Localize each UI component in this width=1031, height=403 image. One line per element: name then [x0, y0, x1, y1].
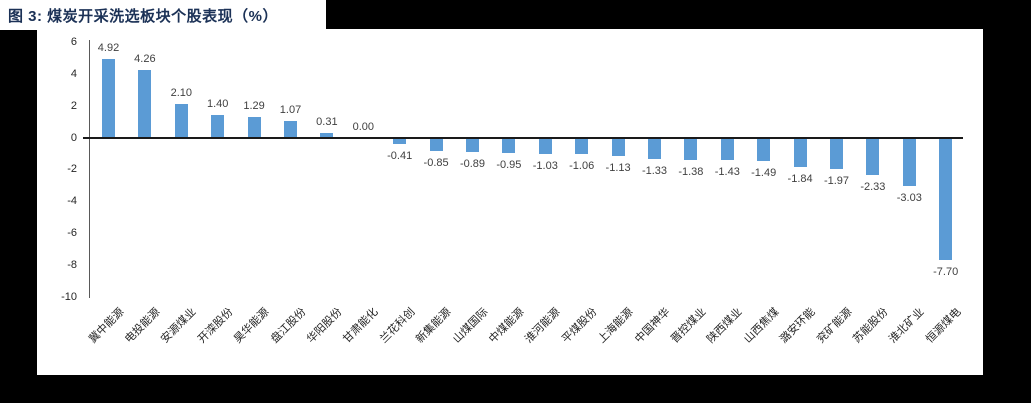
value-label: -7.70	[933, 266, 959, 279]
bar	[466, 137, 479, 152]
y-tick-label: 4	[70, 67, 77, 80]
category-label: 兖矿能源	[814, 306, 854, 346]
bar	[502, 137, 516, 153]
figure-title: 图 3: 煤炭开采洗选板块个股表现（%）	[8, 7, 279, 25]
y-tick-label: -10	[61, 290, 77, 303]
value-label: 1.07	[279, 103, 302, 116]
bar	[393, 137, 407, 145]
figure-title-strip: 图 3: 煤炭开采洗选板块个股表现（%）	[0, 0, 326, 30]
bar	[320, 132, 334, 138]
category-label: 安源煤业	[159, 306, 199, 346]
category-label: 恒源煤电	[923, 306, 964, 346]
bar	[174, 104, 188, 138]
category-label: 淮北矿业	[887, 306, 927, 346]
value-label: 4.92	[97, 42, 120, 55]
category-label: 陕西煤业	[705, 306, 745, 346]
bar	[575, 137, 589, 155]
category-label: 淮河能源	[523, 306, 563, 346]
value-label: -1.33	[641, 164, 668, 177]
y-tick-label: -4	[67, 195, 77, 208]
bar	[611, 137, 625, 156]
category-label: 山煤国际	[450, 306, 490, 346]
bar	[684, 137, 698, 160]
value-label: -1.06	[569, 160, 595, 173]
y-tick-label: 2	[70, 99, 77, 112]
value-label: -0.41	[387, 150, 413, 163]
category-label: 晋控煤业	[668, 306, 709, 346]
bar	[247, 117, 261, 138]
bar	[757, 137, 771, 162]
category-label: 苏能股份	[850, 306, 891, 346]
category-label: 山西焦煤	[741, 306, 782, 346]
category-label: 开滦股份	[195, 306, 236, 346]
category-label: 上海能源	[595, 306, 636, 346]
category-label: 中国神华	[632, 306, 672, 346]
bar	[902, 137, 916, 186]
value-label: 2.10	[170, 87, 192, 100]
y-axis-line	[89, 40, 90, 298]
bar-chart-panel: 6 4 2 0 -2 -4 -6 -8 -10 4.92 4.26 2.10 1.40 1.29 1.07 0…	[37, 29, 983, 375]
bar	[429, 137, 443, 152]
value-label: 1.40	[206, 98, 229, 111]
category-label: 潞安环能	[777, 306, 818, 346]
bar	[648, 137, 661, 159]
bar	[939, 137, 953, 261]
y-tick-label: -2	[67, 163, 77, 176]
category-label: 冀中能源	[86, 306, 126, 346]
bar	[538, 137, 552, 154]
value-label: -1.84	[787, 172, 813, 185]
value-label: -1.03	[532, 160, 558, 173]
value-label: -0.89	[459, 157, 486, 170]
value-label: 0.31	[316, 115, 338, 128]
value-label: -1.43	[714, 166, 740, 179]
category-label: 中煤能源	[486, 306, 527, 346]
bar	[211, 115, 225, 138]
bar	[866, 137, 880, 175]
bar	[720, 137, 734, 161]
bar	[284, 120, 297, 138]
y-tick-label: -6	[67, 227, 77, 240]
category-label: 昊华能源	[231, 306, 272, 346]
y-tick-label: -8	[67, 259, 77, 272]
category-label: 兰花科创	[377, 306, 418, 346]
value-label: -1.49	[751, 167, 777, 180]
category-label: 平煤股份	[559, 306, 600, 346]
value-label: -1.97	[823, 174, 850, 187]
value-label: -1.13	[605, 161, 631, 174]
bar	[138, 69, 152, 138]
bar-chart: 6 4 2 0 -2 -4 -6 -8 -10 4.92 4.26 2.10 1.40 1.29 1.07 0…	[37, 29, 983, 375]
value-label: -2.33	[860, 180, 886, 193]
bar	[102, 59, 115, 138]
bar	[793, 137, 807, 167]
value-label: -0.85	[423, 157, 449, 170]
value-label: 1.29	[243, 100, 265, 113]
value-label: -0.95	[496, 158, 522, 171]
value-label: 4.26	[134, 52, 156, 65]
value-label: 0.00	[352, 120, 374, 133]
category-label: 新集能源	[413, 306, 454, 346]
category-label: 华阳股份	[304, 306, 345, 346]
y-tick-label: 6	[70, 35, 77, 48]
value-label: -3.03	[896, 191, 922, 204]
zero-axis-line	[89, 136, 963, 139]
y-tick-label: 0	[70, 131, 77, 144]
category-label: 甘肃能化	[341, 306, 381, 346]
category-label: 电投能源	[122, 306, 163, 346]
bar	[830, 137, 843, 169]
zero-tick-mark	[83, 136, 89, 139]
value-label: -1.38	[678, 165, 704, 178]
category-label: 盘江股份	[268, 306, 308, 346]
